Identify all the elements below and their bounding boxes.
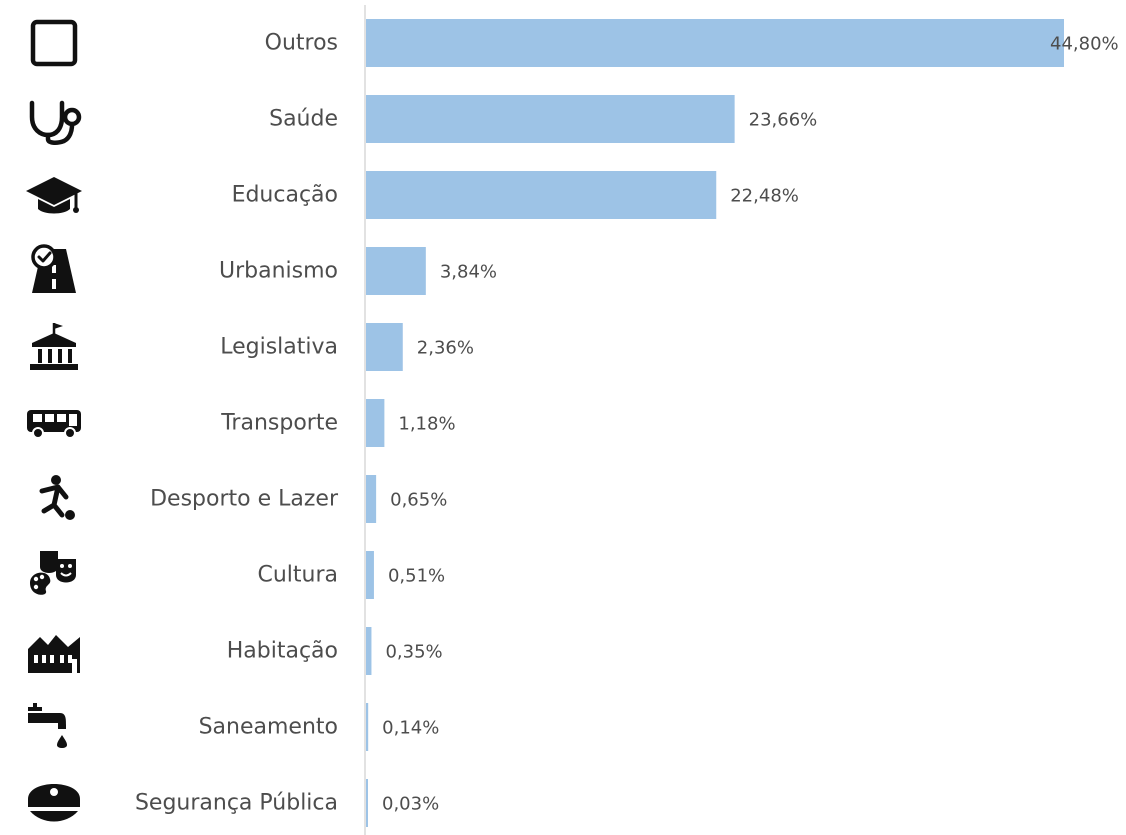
category-label: Urbanismo (219, 259, 338, 284)
stethoscope-icon (29, 100, 82, 145)
value-label: 0,03% (382, 794, 439, 815)
graduation-cap-icon (26, 177, 82, 214)
theater-masks-palette-icon (30, 551, 76, 595)
faucet-drop-icon (28, 703, 67, 748)
category-label: Habitação (227, 639, 338, 664)
bar (366, 323, 403, 371)
soccer-player-icon (39, 475, 75, 520)
value-label: 3,84% (440, 262, 497, 283)
value-label: 0,65% (390, 490, 447, 511)
bus-icon (27, 410, 81, 439)
square-outline-icon (30, 19, 78, 67)
icons-layer (26, 19, 82, 822)
bar (366, 475, 377, 523)
bar (366, 247, 426, 295)
police-cap-icon (28, 784, 80, 822)
bar (366, 627, 372, 675)
category-label: Transporte (220, 411, 338, 436)
category-label: Desporto e Lazer (150, 487, 339, 512)
category-label: Segurança Pública (135, 791, 338, 816)
category-labels: Outros Saúde Educação Urbanismo Legislativa T… (135, 31, 339, 816)
houses-icon (28, 635, 80, 673)
value-labels: 44,80% 23,66% 22,48% 3,84% 2,36% 1,18% 0,65% 0,… (382, 34, 1119, 815)
value-label: 2,36% (417, 338, 474, 359)
value-label: 44,80% (1050, 34, 1119, 55)
value-label: 23,66% (749, 110, 818, 131)
category-label: Legislativa (220, 335, 338, 360)
value-label: 0,35% (385, 642, 442, 663)
bar (366, 19, 1064, 67)
bar (366, 171, 717, 219)
road-check-icon (31, 244, 76, 293)
bar (366, 703, 369, 751)
category-label: Educação (232, 183, 338, 208)
value-label: 1,18% (398, 414, 455, 435)
category-label: Outros (265, 31, 338, 56)
value-label: 0,51% (388, 566, 445, 587)
bar (366, 95, 735, 143)
category-label: Saúde (269, 107, 338, 132)
bar (366, 551, 374, 599)
category-label: Saneamento (199, 715, 338, 740)
value-label: 0,14% (382, 718, 439, 739)
category-label: Cultura (257, 563, 338, 588)
bars (366, 19, 1064, 827)
value-label: 22,48% (730, 186, 799, 207)
bar (366, 399, 385, 447)
bar (366, 779, 368, 827)
government-building-icon (30, 323, 78, 370)
